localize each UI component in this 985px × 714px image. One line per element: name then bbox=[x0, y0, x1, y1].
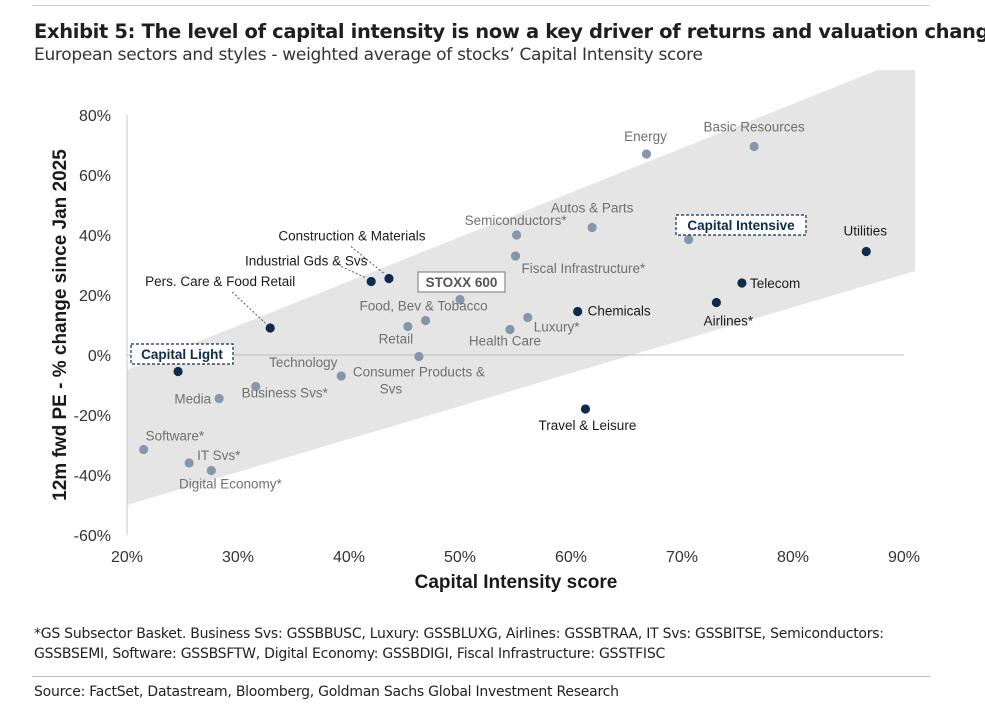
capital-intensive-label: Capital Intensive bbox=[687, 218, 795, 233]
x-tick-label: 20% bbox=[111, 549, 143, 566]
point-label-digital-economy: Digital Economy* bbox=[179, 477, 283, 492]
point-label-pers-care-food-retail: Pers. Care & Food Retail bbox=[145, 274, 295, 289]
point-label-luxury: Luxury* bbox=[534, 320, 581, 335]
point-health-care bbox=[505, 324, 515, 335]
point-fiscal-infrastructure bbox=[510, 251, 521, 261]
point-label-basic-resources: Basic Resources bbox=[704, 120, 806, 135]
point-consumer-products-svs bbox=[414, 351, 424, 362]
point-energy bbox=[641, 149, 652, 159]
point-label-autos-parts: Autos & Parts bbox=[551, 201, 634, 216]
x-tick-label: 40% bbox=[333, 549, 365, 566]
capital-light-label-box bbox=[130, 343, 234, 365]
x-tick-label: 50% bbox=[444, 549, 476, 566]
point-chemicals bbox=[573, 306, 583, 317]
y-tick-label: 20% bbox=[79, 288, 111, 305]
x-tick-label: 90% bbox=[888, 549, 920, 566]
capital-light-label: Capital Light bbox=[141, 347, 223, 362]
point-label-software: Software* bbox=[146, 429, 205, 444]
x-tick-label: 60% bbox=[555, 549, 587, 566]
point-label-retail: Retail bbox=[379, 332, 414, 347]
y-tick-label: 0% bbox=[88, 348, 111, 365]
exhibit-subtitle: European sectors and styles - weighted a… bbox=[34, 45, 703, 65]
point-autos-parts bbox=[587, 222, 597, 233]
point-business-svs bbox=[251, 381, 261, 392]
y-tick-label: 40% bbox=[79, 228, 111, 245]
point-pers-care-food-retail bbox=[265, 323, 275, 333]
y-tick-label: 60% bbox=[79, 168, 111, 185]
top-rule bbox=[32, 5, 930, 6]
exhibit-title: Exhibit 5: The level of capital intensit… bbox=[34, 20, 985, 43]
point-label-utilities: Utilities bbox=[844, 224, 888, 239]
y-tick-label: -40% bbox=[74, 468, 111, 485]
point-label-business-svs: Business Svs* bbox=[242, 386, 329, 401]
stoxx600-label: STOXX 600 bbox=[426, 275, 498, 290]
point-label-semiconductors: Semiconductors* bbox=[465, 213, 568, 228]
point-it-svs bbox=[184, 458, 194, 468]
source-rule bbox=[32, 676, 930, 677]
point-industrial-gds-svs bbox=[366, 276, 376, 287]
x-tick-label: 30% bbox=[222, 549, 254, 566]
point-food-bev-tobacco bbox=[420, 315, 431, 326]
point-label-telecom: Telecom bbox=[750, 276, 800, 291]
x-tick-label: 80% bbox=[777, 549, 809, 566]
point-label-industrial-gds-svs: Industrial Gds & Svs bbox=[245, 254, 368, 269]
stoxx600-label-box bbox=[417, 271, 506, 293]
y-tick-label: -60% bbox=[74, 528, 111, 545]
x-tick-label: 70% bbox=[666, 549, 698, 566]
point-retail bbox=[403, 321, 413, 332]
point-construction-materials bbox=[384, 273, 394, 284]
point-label-technology: Technology bbox=[269, 355, 338, 370]
point-telecom bbox=[737, 278, 747, 288]
point-luxury bbox=[523, 312, 533, 323]
point-travel-leisure bbox=[580, 404, 591, 414]
point-label-energy: Energy bbox=[624, 129, 667, 144]
point-label-construction-materials: Construction & Materials bbox=[278, 229, 425, 244]
point-capital-intensive bbox=[684, 234, 694, 245]
point-label-food-bev-tobacco: Food, Bev & Tobacco bbox=[360, 299, 488, 314]
x-axis-label: Capital Intensity score bbox=[415, 572, 618, 593]
leader-line bbox=[231, 291, 266, 324]
y-axis-label: 12m fwd PE - % change since Jan 2025 bbox=[50, 149, 71, 501]
point-technology bbox=[336, 371, 346, 381]
point-stoxx-600 bbox=[455, 294, 465, 305]
y-tick-label: -20% bbox=[74, 408, 111, 425]
trend-band bbox=[127, 70, 916, 505]
point-label-media: Media bbox=[174, 392, 211, 407]
y-tick-label: 80% bbox=[79, 108, 111, 125]
point-label-airlines: Airlines* bbox=[704, 314, 754, 329]
point-capital-light bbox=[173, 366, 183, 377]
point-semiconductors bbox=[512, 230, 522, 240]
source-note: Source: FactSet, Datastream, Bloomberg, … bbox=[34, 684, 619, 700]
capital-intensive-label-box bbox=[675, 214, 807, 236]
point-label-chemicals: Chemicals bbox=[588, 304, 651, 319]
point-label-consumer-products-svs: Consumer Products & Svs bbox=[353, 365, 485, 397]
point-label-it-svs: IT Svs* bbox=[197, 448, 241, 463]
point-label-travel-leisure: Travel & Leisure bbox=[539, 418, 637, 433]
point-basic-resources bbox=[749, 141, 759, 152]
point-media bbox=[214, 393, 224, 404]
leader-line bbox=[340, 266, 366, 278]
footnote: *GS Subsector Basket. Business Svs: GSSB… bbox=[34, 626, 884, 662]
point-label-health-care: Health Care bbox=[469, 334, 541, 349]
point-label-fiscal-infrastructure: Fiscal Infrastructure* bbox=[522, 261, 647, 276]
point-software bbox=[139, 444, 149, 455]
point-utilities bbox=[861, 246, 871, 257]
point-digital-economy bbox=[206, 465, 216, 476]
leader-line bbox=[350, 246, 385, 274]
point-airlines bbox=[711, 297, 722, 308]
